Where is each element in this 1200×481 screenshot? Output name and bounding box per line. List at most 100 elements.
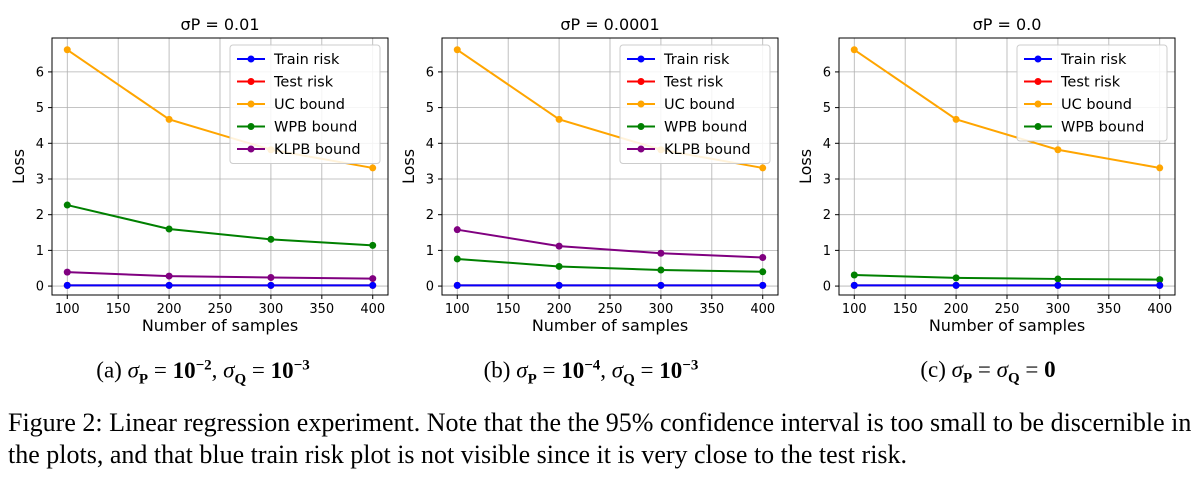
y-tick-label: 1	[36, 244, 44, 259]
data-point	[63, 281, 71, 289]
subcaption-exponent: −3	[293, 357, 310, 373]
subcaption-label: (a)	[96, 357, 122, 383]
y-tick-label: 0	[823, 280, 831, 295]
x-axis-label: Number of samples	[532, 316, 688, 335]
data-point	[267, 235, 275, 243]
y-tick-label: 6	[36, 65, 44, 80]
data-point	[555, 242, 563, 250]
data-point	[952, 115, 960, 123]
data-point	[63, 46, 71, 54]
data-point	[1156, 281, 1164, 289]
subcaption-value: 10	[270, 357, 294, 383]
y-tick-label: 1	[426, 244, 434, 259]
x-tick-label: 400	[750, 302, 775, 317]
legend-marker	[247, 100, 255, 108]
data-point	[952, 274, 960, 282]
y-tick-label: 4	[426, 137, 434, 152]
y-axis-label: Loss	[796, 149, 815, 184]
series-line	[854, 274, 1160, 281]
data-point	[63, 268, 71, 276]
legend-label: Train risk	[273, 52, 340, 68]
legend-marker	[247, 78, 255, 85]
chart-panel-c: 100 150 200 250 300 350 400 0 1 2 3 4 5 6 Number of sa…	[796, 15, 1176, 335]
data-point	[453, 255, 461, 263]
data-point	[267, 281, 275, 289]
x-tick-label: 300	[1045, 302, 1070, 317]
y-tick-label: 3	[823, 172, 831, 187]
legend-label: UC bound	[664, 97, 735, 113]
y-tick-label: 3	[36, 172, 44, 187]
x-tick-label: 150	[893, 302, 918, 317]
subcaption-label: (c)	[920, 357, 946, 382]
subcaption-c: (c) σP = σQ = 0	[920, 357, 1056, 387]
chart-title: σP = 0.0001	[560, 15, 659, 34]
x-tick-label: 200	[547, 302, 572, 317]
x-tick-label: 400	[360, 302, 385, 317]
x-tick-label: 400	[1147, 302, 1172, 317]
y-tick-label: 2	[36, 208, 44, 223]
data-point	[759, 254, 767, 262]
x-tick-label: 100	[842, 302, 867, 317]
series-line	[67, 271, 373, 280]
x-tick-label: 300	[258, 302, 283, 317]
data-point	[267, 274, 275, 282]
legend-box	[229, 44, 381, 164]
legend-label: KLPB bound	[274, 142, 361, 158]
chart-panel-b: 100 150 200 250 300 350 400 0 1 2 3 4 5 6 Number of sa…	[399, 15, 779, 335]
data-point	[759, 164, 767, 172]
y-tick-label: 1	[823, 244, 831, 259]
data-point	[555, 115, 563, 123]
subcaption-value: 10	[561, 357, 585, 383]
legend-label: Test risk	[1060, 75, 1121, 91]
data-point	[657, 266, 665, 274]
x-tick-label: 100	[55, 302, 80, 317]
data-point	[453, 226, 461, 234]
y-tick-label: 2	[426, 208, 434, 223]
legend-marker	[1034, 123, 1042, 130]
legend-label: WPB bound	[274, 120, 357, 136]
series-line	[67, 204, 373, 247]
legend-label: Test risk	[663, 75, 724, 91]
legend-label: WPB bound	[1061, 120, 1144, 136]
legend-label: UC bound	[274, 97, 345, 113]
y-tick-label: 4	[36, 137, 44, 152]
data-point	[850, 46, 858, 54]
data-point	[1054, 146, 1062, 154]
data-point	[165, 281, 173, 289]
legend-label: Test risk	[273, 75, 334, 91]
data-point	[1156, 164, 1164, 172]
data-point	[165, 115, 173, 123]
legend-marker	[637, 100, 645, 108]
y-tick-label: 6	[823, 65, 831, 80]
y-axis-label: Loss	[399, 149, 418, 184]
legend-label: KLPB bound	[664, 142, 751, 158]
subcaption-b: (b) σP = 10−4, σQ = 10−3	[483, 357, 699, 388]
legend-marker	[637, 55, 645, 63]
y-tick-label: 5	[823, 101, 831, 116]
data-point	[453, 281, 461, 289]
x-tick-label: 200	[157, 302, 182, 317]
figure-caption: Figure 2: Linear regression experiment. …	[8, 408, 1192, 469]
data-point	[555, 262, 563, 270]
data-point	[369, 281, 377, 289]
data-point	[1054, 275, 1062, 283]
data-point	[369, 275, 377, 283]
subcaption-exponent: −3	[682, 357, 699, 373]
data-point	[369, 164, 377, 172]
data-point	[453, 46, 461, 54]
data-point	[759, 268, 767, 276]
legend-marker	[247, 123, 255, 130]
subcaption-value: 10	[659, 357, 683, 383]
series-line	[457, 228, 763, 259]
subcaption-label: (b)	[483, 357, 511, 383]
x-tick-label: 250	[598, 302, 623, 317]
legend-label: Train risk	[1060, 52, 1127, 68]
data-point	[850, 271, 858, 279]
y-tick-label: 0	[426, 280, 434, 295]
data-point	[555, 281, 563, 289]
legend-marker	[637, 145, 645, 153]
legend-box	[619, 44, 771, 164]
subcaption-exponent: −2	[195, 357, 212, 373]
y-tick-label: 5	[36, 101, 44, 116]
y-tick-label: 6	[426, 65, 434, 80]
